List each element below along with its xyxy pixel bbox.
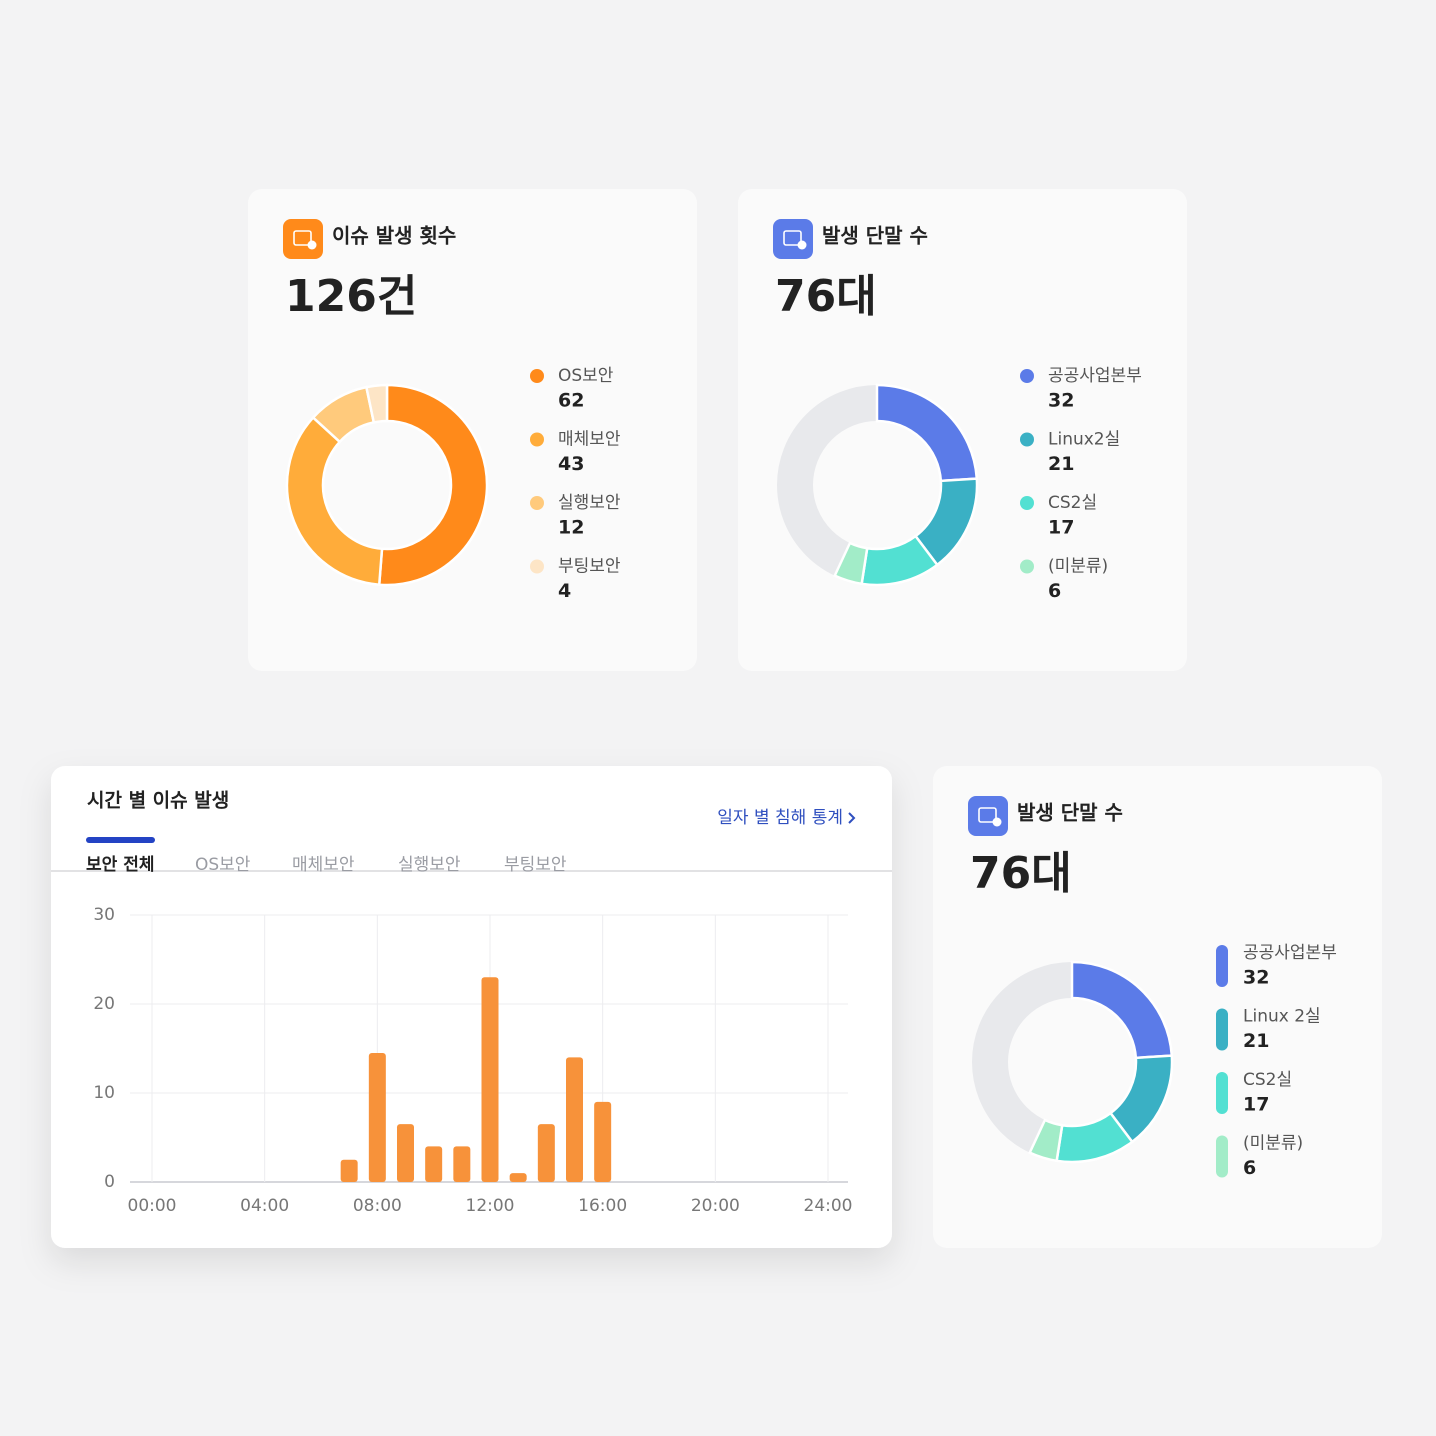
- total-count: 126건: [285, 271, 417, 322]
- card-icon-glyph: [293, 230, 312, 246]
- legend-label: 실행보안: [558, 493, 621, 513]
- bar: [594, 1101, 612, 1182]
- legend-swatch: [1216, 945, 1228, 987]
- donut-segment: [285, 415, 384, 587]
- legend-value: 21: [1243, 1030, 1269, 1052]
- card-title: 발생 단말 수: [822, 224, 928, 248]
- link[interactable]: 일자 별 침해 통계: [717, 808, 843, 828]
- y-tick-label: 20: [93, 994, 115, 1014]
- y-tick-label: 10: [93, 1083, 115, 1103]
- total-count: 76대: [970, 848, 1072, 899]
- legend-swatch: [530, 369, 544, 383]
- card: [51, 766, 892, 1248]
- tab[interactable]: 부팅보안: [504, 855, 567, 875]
- legend-value: 32: [1048, 390, 1074, 412]
- legend-label: Linux 2실: [1243, 1007, 1321, 1027]
- card-icon-check: [307, 240, 317, 250]
- legend-label: CS2실: [1243, 1070, 1292, 1090]
- card-icon: [773, 219, 813, 259]
- bar: [368, 1052, 386, 1182]
- x-tick-label: 08:00: [353, 1196, 402, 1216]
- tab-indicator: [86, 837, 155, 843]
- legend-value: 4: [558, 580, 571, 602]
- bar: [340, 1159, 358, 1182]
- legend-swatch: [1020, 496, 1034, 510]
- legend-swatch: [1216, 1135, 1228, 1178]
- legend-swatch: [1020, 432, 1034, 447]
- legend-label: 공공사업본부: [1243, 943, 1337, 963]
- legend-value: 62: [558, 390, 584, 412]
- legend-swatch: [1020, 369, 1034, 383]
- card-icon-glyph: [978, 807, 997, 823]
- card-icon: [283, 219, 323, 259]
- link-chevron: [848, 812, 856, 824]
- tab[interactable]: 매체보안: [292, 855, 355, 875]
- card-title: 이슈 발생 횟수: [332, 224, 456, 248]
- x-tick-label: 12:00: [466, 1196, 515, 1216]
- bar: [453, 1146, 471, 1182]
- card-icon-glyph: [783, 230, 802, 246]
- legend-value: 17: [1048, 517, 1074, 539]
- legend-label: Linux2실: [1048, 430, 1120, 450]
- legend-swatch: [530, 432, 544, 447]
- tab[interactable]: OS보안: [195, 855, 251, 875]
- tab[interactable]: 보안 전체: [86, 855, 154, 875]
- card-icon-check: [797, 240, 807, 250]
- y-tick-label: 30: [93, 905, 115, 925]
- bar: [397, 1124, 414, 1182]
- legend-label: (미분류): [1243, 1134, 1303, 1154]
- bar: [481, 977, 499, 1182]
- tab[interactable]: 실행보안: [398, 855, 461, 875]
- legend-swatch: [530, 496, 544, 510]
- donut-segment: [833, 541, 869, 586]
- x-tick-label: 16:00: [578, 1196, 627, 1216]
- legend-value: 32: [1243, 967, 1269, 989]
- legend-value: 21: [1048, 453, 1074, 475]
- legend-value: 43: [558, 453, 584, 475]
- legend-label: 부팅보안: [558, 557, 621, 577]
- legend-label: 매체보안: [558, 430, 621, 450]
- legend-swatch: [1020, 559, 1034, 574]
- total-count: 76대: [775, 271, 877, 322]
- donut-segment: [364, 383, 389, 424]
- bar: [566, 1057, 583, 1182]
- bar: [509, 1173, 527, 1182]
- card-title: 시간 별 이슈 발생: [87, 790, 229, 812]
- card-title: 발생 단말 수: [1017, 801, 1123, 825]
- legend-label: (미분류): [1048, 557, 1108, 577]
- legend-swatch: [1216, 1008, 1228, 1051]
- legend-value: 12: [558, 517, 584, 539]
- bar: [425, 1146, 443, 1182]
- x-tick-label: 20:00: [691, 1196, 740, 1216]
- donut-segment: [377, 383, 489, 587]
- donut-segment: [1028, 1118, 1064, 1163]
- card-icon: [968, 796, 1008, 836]
- legend-swatch: [530, 559, 544, 574]
- legend-swatch: [1216, 1072, 1228, 1114]
- x-tick-label: 04:00: [240, 1196, 289, 1216]
- card-icon-check: [992, 817, 1002, 827]
- y-tick-label: 0: [104, 1172, 115, 1192]
- x-tick-label: 24:00: [804, 1196, 853, 1216]
- legend-value: 6: [1048, 580, 1061, 602]
- legend-label: 공공사업본부: [1048, 366, 1142, 386]
- legend-label: CS2실: [1048, 493, 1097, 513]
- legend-label: OS보안: [558, 366, 614, 386]
- legend-value: 6: [1243, 1157, 1256, 1179]
- bar: [537, 1124, 555, 1182]
- x-tick-label: 00:00: [128, 1196, 177, 1216]
- legend-value: 17: [1243, 1094, 1269, 1116]
